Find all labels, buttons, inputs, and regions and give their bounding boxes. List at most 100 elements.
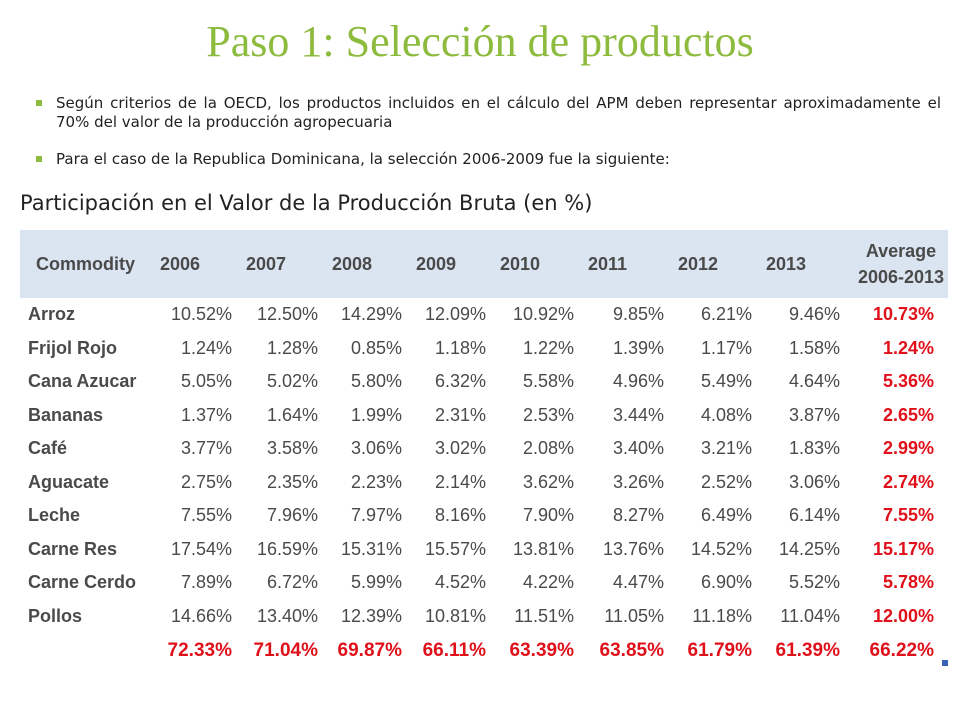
table-body: Arroz 10.52% 12.50% 14.29% 12.09% 10.92% 9.85%… bbox=[20, 298, 948, 669]
value-cell: 5.02% bbox=[266, 371, 318, 392]
value-cell: 13.76% bbox=[602, 538, 664, 559]
value-cell: 6.32% bbox=[434, 371, 486, 392]
commodity-name-cell: Bananas bbox=[28, 404, 104, 425]
value-cell: 7.55% bbox=[180, 505, 232, 526]
total-value-cell: 66.11% bbox=[422, 640, 486, 661]
value-cell: 1.22% bbox=[522, 337, 574, 358]
totals-row: 72.33% 71.04% 69.87% 66.11% 63.39% 63.85% 61.7… bbox=[20, 633, 948, 669]
commodity-name-cell: Leche bbox=[28, 505, 81, 526]
value-cell: 6.90% bbox=[700, 572, 752, 593]
value-cell: 7.89% bbox=[180, 572, 232, 593]
value-cell: 2.08% bbox=[522, 438, 574, 459]
value-cell: 1.39% bbox=[612, 337, 664, 358]
value-cell: 2.75% bbox=[180, 471, 232, 492]
value-cell: 10.92% bbox=[512, 304, 574, 325]
table-header-row: Commodity 2006 2007 2008 2009 2010 2011 … bbox=[20, 230, 948, 298]
average-header-line2: 2006-2013 bbox=[857, 267, 945, 287]
average-cell: 5.36% bbox=[882, 371, 934, 392]
value-cell: 3.87% bbox=[788, 404, 840, 425]
value-cell: 17.54% bbox=[170, 538, 232, 559]
value-cell: 15.31% bbox=[340, 538, 402, 559]
average-cell: 15.17% bbox=[872, 538, 934, 559]
value-cell: 6.49% bbox=[700, 505, 752, 526]
slide-title: Paso 1: Selección de productos bbox=[206, 17, 754, 66]
value-cell: 8.16% bbox=[434, 505, 486, 526]
value-cell: 1.37% bbox=[180, 404, 232, 425]
value-cell: 7.96% bbox=[266, 505, 318, 526]
value-cell: 14.66% bbox=[170, 605, 232, 626]
value-cell: 4.96% bbox=[612, 371, 664, 392]
total-value-cell: 66.22% bbox=[869, 640, 934, 661]
table-row: Leche 7.55% 7.96% 7.97% 8.16% 7.90% 8.27% 6.49%… bbox=[20, 499, 948, 533]
commodity-name-cell: Pollos bbox=[28, 605, 83, 626]
commodity-name-cell: Café bbox=[28, 438, 68, 459]
header-cell: 2007 bbox=[246, 253, 287, 274]
header-cell: 2008 bbox=[332, 253, 373, 274]
value-cell: 3.77% bbox=[180, 438, 232, 459]
total-value-cell: 63.39% bbox=[509, 640, 574, 661]
value-cell: 1.83% bbox=[788, 438, 840, 459]
table-row: Carne Cerdo 7.89% 6.72% 5.99% 4.52% 4.22% 4.47… bbox=[20, 566, 948, 600]
total-value-cell: 69.87% bbox=[337, 640, 402, 661]
value-cell: 12.09% bbox=[424, 304, 486, 325]
table-caption: Participación en el Valor de la Producci… bbox=[20, 191, 593, 215]
value-cell: 13.40% bbox=[256, 605, 318, 626]
total-value-cell: 61.79% bbox=[687, 640, 752, 661]
value-cell: 2.23% bbox=[350, 471, 402, 492]
header-cell: 2009 bbox=[416, 253, 457, 274]
value-cell: 4.64% bbox=[788, 371, 840, 392]
value-cell: 2.14% bbox=[434, 471, 486, 492]
commodity-name-cell: Aguacate bbox=[28, 471, 110, 492]
value-cell: 4.08% bbox=[700, 404, 752, 425]
value-cell: 10.52% bbox=[170, 304, 232, 325]
value-cell: 12.39% bbox=[340, 605, 402, 626]
data-table-container: Commodity 2006 2007 2008 2009 2010 2011 … bbox=[20, 230, 948, 665]
value-cell: 1.64% bbox=[266, 404, 318, 425]
header-cell-average: Average 2006-2013 bbox=[854, 230, 948, 298]
value-cell: 13.81% bbox=[512, 538, 574, 559]
value-cell: 1.28% bbox=[266, 337, 318, 358]
commodity-name-cell: Carne Cerdo bbox=[28, 572, 137, 593]
value-cell: 11.04% bbox=[780, 605, 840, 626]
value-cell: 5.80% bbox=[350, 371, 402, 392]
header-cell: 2013 bbox=[766, 253, 807, 274]
value-cell: 3.21% bbox=[700, 438, 752, 459]
value-cell: 3.44% bbox=[612, 404, 664, 425]
value-cell: 9.85% bbox=[612, 304, 664, 325]
value-cell: 2.35% bbox=[266, 471, 318, 492]
value-cell: 8.27% bbox=[612, 505, 664, 526]
value-cell: 3.06% bbox=[788, 471, 840, 492]
table-row: Frijol Rojo 1.24% 1.28% 0.85% 1.18% 1.22% 1.39… bbox=[20, 332, 948, 366]
value-cell: 1.17% bbox=[700, 337, 752, 358]
average-header-line1: Average bbox=[865, 241, 937, 261]
table-row: Arroz 10.52% 12.50% 14.29% 12.09% 10.92% 9.85%… bbox=[20, 298, 948, 332]
value-cell: 3.58% bbox=[266, 438, 318, 459]
total-value-cell: 63.85% bbox=[599, 640, 664, 661]
average-cell: 2.99% bbox=[882, 438, 934, 459]
average-cell: 7.55% bbox=[882, 505, 934, 526]
value-cell: 5.52% bbox=[788, 572, 840, 593]
bullet-item: Para el caso de la Republica Dominicana,… bbox=[36, 150, 941, 169]
value-cell: 6.14% bbox=[788, 505, 840, 526]
bullet-text: Para el caso de la Republica Dominicana,… bbox=[56, 150, 670, 168]
production-share-table: Commodity 2006 2007 2008 2009 2010 2011 … bbox=[20, 230, 948, 669]
value-cell: 11.18% bbox=[692, 605, 752, 626]
value-cell: 5.58% bbox=[522, 371, 574, 392]
table-row: Pollos 14.66% 13.40% 12.39% 10.81% 11.51% 11.0… bbox=[20, 600, 948, 634]
value-cell: 5.49% bbox=[700, 371, 752, 392]
header-cell: 2006 bbox=[160, 253, 201, 274]
total-value-cell: 61.39% bbox=[775, 640, 840, 661]
average-cell: 2.74% bbox=[882, 471, 934, 492]
commodity-name-cell: Arroz bbox=[28, 304, 76, 325]
value-cell: 1.58% bbox=[788, 337, 840, 358]
value-cell: 1.24% bbox=[180, 337, 232, 358]
value-cell: 5.05% bbox=[180, 371, 232, 392]
value-cell: 6.72% bbox=[266, 572, 318, 593]
corner-marker bbox=[942, 660, 948, 666]
average-cell: 1.24% bbox=[882, 337, 934, 358]
header-cell: 2012 bbox=[678, 253, 719, 274]
value-cell: 11.51% bbox=[514, 605, 574, 626]
square-bullet-icon bbox=[36, 156, 42, 162]
average-cell: 10.73% bbox=[872, 304, 934, 325]
value-cell: 12.50% bbox=[256, 304, 318, 325]
